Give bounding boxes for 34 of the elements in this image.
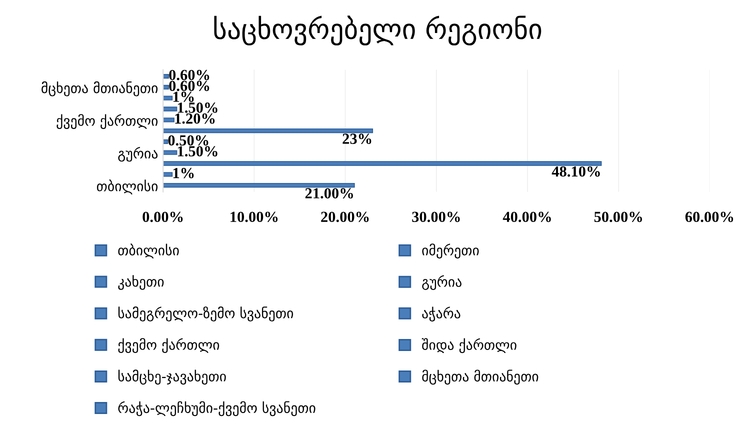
y-tick-label: გურია bbox=[118, 146, 158, 162]
legend-label: შიდა ქართლი bbox=[422, 338, 516, 354]
x-tick-label: 40.00% bbox=[502, 212, 551, 222]
data-label: 21.00% bbox=[305, 188, 353, 199]
x-tick-label: 60.00% bbox=[685, 212, 734, 222]
data-label: 1.50% bbox=[178, 102, 218, 113]
legend-label: სამეგრელო-ზემო სვანეთი bbox=[118, 306, 294, 322]
x-tick-label: 20.00% bbox=[321, 212, 369, 222]
legend-label: აჭარა bbox=[422, 306, 460, 322]
y-tick-label: თბილისი bbox=[96, 179, 158, 194]
chart-title: საცხოვრებელი რეგიონი bbox=[214, 16, 542, 46]
legend-label: რაჭა-ლეჩხუმი-ქვემო სვანეთი bbox=[118, 401, 316, 416]
data-label: 1.50% bbox=[178, 146, 218, 156]
legend-label: ქვემო ქართლი bbox=[118, 338, 220, 353]
legend-label: იმერეთი bbox=[422, 244, 479, 258]
legend-label: კახეთი bbox=[118, 275, 164, 290]
data-label: 1.20% bbox=[175, 113, 215, 124]
data-label: 1% bbox=[173, 92, 194, 102]
legend-label: მცხეთა მთიანეთი bbox=[422, 370, 538, 385]
data-label: 1% bbox=[173, 168, 194, 178]
data-label: 23% bbox=[342, 134, 372, 144]
x-tick-label: 30.00% bbox=[412, 212, 460, 222]
data-label: 48.10% bbox=[552, 166, 600, 177]
y-tick-label: მცხეთა მთიანეთი bbox=[42, 81, 158, 96]
legend-label: თბილისი bbox=[118, 244, 179, 258]
x-tick-label: 10.00% bbox=[230, 212, 278, 222]
y-tick-label: ქვემო ქართლი bbox=[56, 114, 158, 129]
x-tick-label: 0.00% bbox=[142, 212, 183, 222]
legend-label: გურია bbox=[422, 275, 462, 290]
x-tick-label: 50.00% bbox=[594, 212, 642, 222]
data-label: 0.60% bbox=[169, 70, 210, 80]
data-label: 0.60% bbox=[169, 80, 210, 92]
legend-label: სამცხე-ჯავახეთი bbox=[118, 370, 226, 385]
data-label: 0.50% bbox=[168, 135, 208, 146]
